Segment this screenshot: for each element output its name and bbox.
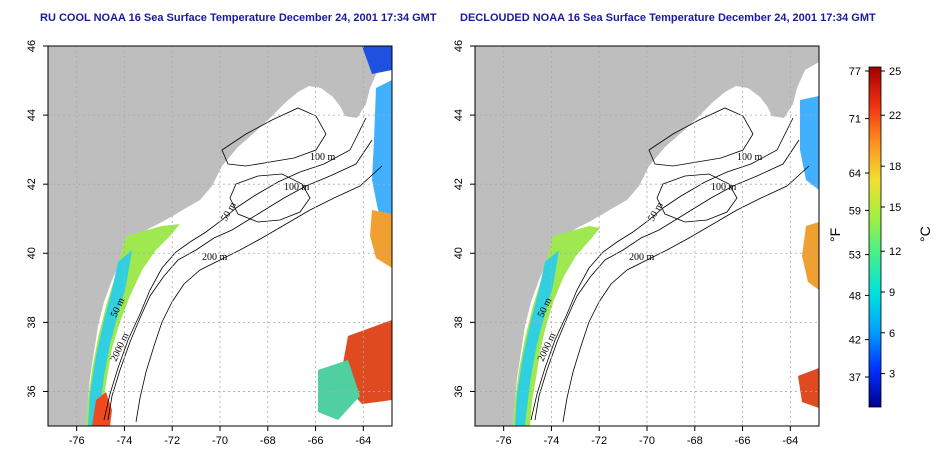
c-tick-label: 25 [889,66,901,78]
sst-coastal-inner [88,250,132,426]
longitude-axis: -76 -74 -72 -70 -68 -66 -64 [496,426,798,447]
sst-declouded-layer [513,96,819,426]
sst-east-edge [800,96,819,190]
contour-label: 200 m [629,252,655,263]
f-tick-label: 48 [849,290,861,302]
celsius-ticks: 25 22 18 15 12 9 6 3 [881,66,901,381]
sst-east-warm [370,210,392,268]
y-tick-label: 36 [453,385,465,397]
sst-east-edge [372,80,392,226]
y-tick-label: 38 [26,316,38,328]
c-tick-label: 9 [889,287,895,299]
sst-east-warm [802,222,819,290]
contour-label: 100 m [737,152,763,163]
land-mass [48,46,392,426]
longitude-axis: -76 -74 -72 -70 -68 -66 -64 [69,426,371,447]
f-tick-label: 64 [849,168,861,180]
contour-200m [107,139,373,421]
x-tick-label: -70 [639,435,655,447]
y-tick-label: 40 [26,247,38,259]
lonlat-grid [475,45,819,426]
c-tick-label: 22 [889,110,901,122]
f-tick-label: 59 [849,205,861,217]
contour-100m [103,117,367,421]
contour-label: 100 m [310,152,336,163]
sst-raw-layer [86,46,392,426]
c-tick-label: 6 [889,328,895,340]
x-tick-label: -70 [212,435,228,447]
f-tick-label: 77 [849,66,861,78]
contours [103,107,383,423]
x-tick-label: -66 [308,435,324,447]
celsius-unit-label: °C [917,226,933,242]
contours [530,107,810,423]
contour-georges-bank [229,173,311,223]
sst-southeast-mixed [318,360,360,420]
f-tick-label: 42 [849,335,861,347]
map-title: RU COOL NOAA 16 Sea Surface Temperature … [40,12,437,24]
latitude-axis: 46 44 42 40 38 36 [453,40,475,398]
y-tick-label: 36 [26,385,38,397]
map-panel-declouded: DECLOUDED NOAA 16 Sea Surface Temperatur… [453,12,876,447]
x-tick-label: -68 [687,435,703,447]
temperature-colorbar: 77 71 64 59 53 48 42 37 25 22 18 15 12 9 6 3 °F °C [827,66,933,408]
contour-label: 100 m [284,182,310,193]
y-tick-label: 46 [26,40,38,52]
land-mass [475,46,819,426]
map-panel-raw: RU COOL NOAA 16 Sea Surface Temperature … [26,12,437,447]
colorbar-gradient [868,66,882,408]
x-tick-label: -64 [782,435,798,447]
f-tick-label: 37 [849,372,861,384]
contour-label: 100 m [711,182,737,193]
x-tick-label: -74 [116,435,132,447]
x-tick-label: -64 [355,435,371,447]
fahrenheit-ticks: 77 71 64 59 53 48 42 37 [849,66,869,384]
contour-label: 200 m [202,252,228,263]
x-tick-label: -76 [69,435,85,447]
y-tick-label: 44 [453,109,465,121]
sst-southeast-warm [798,368,819,408]
fahrenheit-unit-label: °F [827,228,843,242]
f-tick-label: 53 [849,250,861,262]
sst-coastal-inner [515,250,559,426]
f-tick-label: 71 [849,114,861,126]
x-tick-label: -72 [591,435,607,447]
contour-100m [530,117,794,421]
contour-2000m [135,165,383,423]
y-tick-label: 46 [453,40,465,52]
contour-georges-bank [656,173,738,223]
x-tick-label: -66 [735,435,751,447]
y-tick-label: 42 [453,178,465,190]
x-tick-label: -76 [496,435,512,447]
c-tick-label: 18 [889,161,901,173]
map-title: DECLOUDED NOAA 16 Sea Surface Temperatur… [460,12,876,24]
sst-coastal-band [513,226,600,426]
lonlat-grid [48,45,392,426]
x-tick-label: -72 [164,435,180,447]
y-tick-label: 44 [26,109,38,121]
c-tick-label: 15 [889,202,901,214]
c-tick-label: 12 [889,246,901,258]
y-tick-label: 38 [453,316,465,328]
latitude-axis: 46 44 42 40 38 36 [26,40,48,398]
x-tick-label: -74 [543,435,559,447]
c-tick-label: 3 [889,369,895,381]
x-tick-label: -68 [260,435,276,447]
y-tick-label: 42 [26,178,38,190]
contour-200m [534,139,800,421]
y-tick-label: 40 [453,247,465,259]
sst-northeast-cold [362,46,392,74]
sst-warm-stream [92,392,112,426]
contour-2000m [562,165,810,423]
